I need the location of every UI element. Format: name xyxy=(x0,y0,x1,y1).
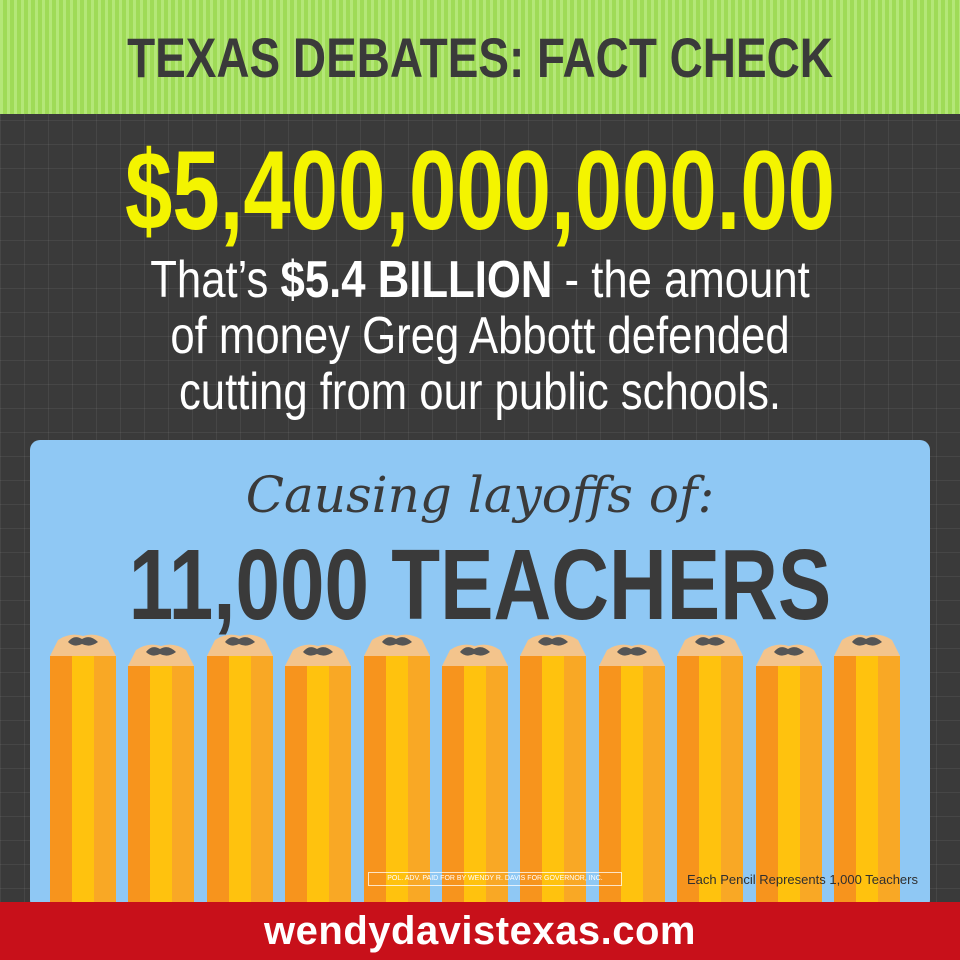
pencil-icon xyxy=(363,634,430,910)
layoffs-panel: Causing layoffs of: 11,000 TEACHERS POL.… xyxy=(30,440,930,910)
pencil-icon xyxy=(755,644,822,910)
pencil-icon xyxy=(206,634,273,910)
pencil-icon xyxy=(50,634,116,910)
disclaimer: POL. ADV. PAID FOR BY WENDY R. DAVIS FOR… xyxy=(368,872,622,886)
description: That’s $5.4 BILLION - the amount of mone… xyxy=(77,252,883,420)
script-heading: Causing layoffs of: xyxy=(245,466,715,524)
footer-url[interactable]: wendydavistexas.com xyxy=(264,909,696,953)
header-banner: TEXAS DEBATES: FACT CHECK xyxy=(0,0,960,114)
pencil-icon xyxy=(520,634,587,910)
pencil-note: Each Pencil Represents 1,000 Teachers xyxy=(686,872,918,887)
pencil-icon xyxy=(285,644,352,910)
pencil-icon xyxy=(834,634,900,910)
pencil-row xyxy=(30,630,930,910)
description-line-1-post: - the amount xyxy=(552,251,810,309)
footer-bar: wendydavistexas.com xyxy=(0,902,960,960)
description-line-1-pre: That’s xyxy=(150,251,281,309)
pencil-icon xyxy=(442,644,508,910)
description-line-3: cutting from our public schools. xyxy=(178,363,782,421)
teachers-count: 11,000 TEACHERS xyxy=(128,529,832,641)
description-highlight: $5.4 BILLION xyxy=(280,251,553,309)
description-line-1: That’s $5.4 BILLION - the amount xyxy=(77,252,883,308)
description-line-2: of money Greg Abbott defended xyxy=(170,307,790,365)
header-title: TEXAS DEBATES: FACT CHECK xyxy=(127,26,833,89)
pencil-icon xyxy=(677,634,744,910)
pencil-icon xyxy=(128,644,195,910)
pencil-icon xyxy=(598,644,665,910)
amount-headline: $5,400,000,000.00 xyxy=(124,128,836,253)
